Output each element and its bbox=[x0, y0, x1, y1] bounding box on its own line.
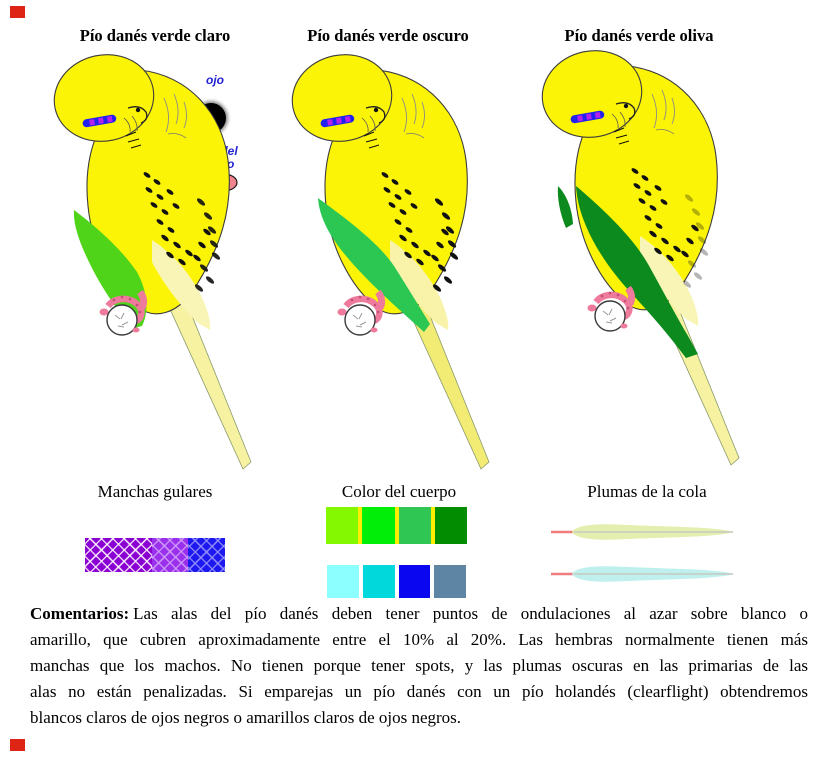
swatch-dark-green bbox=[434, 507, 467, 544]
red-placeholder-marker-top bbox=[10, 6, 25, 18]
comments-line: alas no están penalizadas. Si emparejas … bbox=[30, 682, 808, 701]
swatch-green bbox=[362, 507, 395, 544]
comments-paragraph: Comentarios: Las alas del pío danés deben… bbox=[30, 601, 808, 731]
title-dark-green: Pío danés verde oscuro bbox=[307, 26, 469, 45]
body-patch bbox=[318, 198, 430, 332]
section-title-gular-spots: Manchas gulares bbox=[97, 482, 213, 501]
comments-line: manchas que los machos. No tienen porque… bbox=[30, 656, 808, 675]
title-olive-green: Pío danés verde oliva bbox=[564, 26, 714, 45]
swatch-cyan bbox=[362, 565, 395, 598]
body-color-row-blues bbox=[327, 565, 466, 598]
tail-feather-blue bbox=[551, 566, 734, 582]
swatch-light-green bbox=[326, 507, 359, 544]
wing-panel bbox=[640, 236, 699, 326]
budgerigar-olive-green bbox=[540, 46, 740, 466]
gular-segment-violet bbox=[152, 538, 188, 572]
gular-spots-swatch bbox=[85, 538, 225, 572]
title-light-green: Pío danés verde claro bbox=[79, 26, 231, 45]
section-title-body-color: Color del cuerpo bbox=[341, 482, 457, 501]
section-title-tail-feathers: Plumas de la cola bbox=[587, 482, 707, 501]
body-color-row-greens bbox=[326, 507, 467, 544]
bird-body bbox=[52, 50, 230, 315]
red-placeholder-marker-bottom bbox=[10, 739, 25, 751]
swatch-pale-cyan bbox=[327, 565, 359, 598]
gular-segment-blue bbox=[188, 538, 225, 572]
tail-feather-green bbox=[551, 524, 734, 540]
swatch-blue bbox=[398, 565, 431, 598]
body-patch bbox=[557, 186, 698, 358]
swatch-slate bbox=[434, 565, 466, 598]
budgerigar-dark-green bbox=[290, 50, 490, 470]
gular-segment-purple bbox=[85, 538, 152, 572]
comments-line: amarillo, que cubren aproximadamente ent… bbox=[30, 630, 808, 649]
budgerigar-light-green bbox=[52, 50, 252, 470]
swatch-medium-green bbox=[398, 507, 431, 544]
wing-panel bbox=[390, 240, 449, 330]
comments-line: Comentarios: Las alas del pío danés deben… bbox=[30, 604, 808, 623]
eye-label: ojo bbox=[206, 73, 224, 87]
wing-panel bbox=[152, 240, 211, 330]
comments-line: blancos claros de ojos negros o amarillo… bbox=[30, 708, 462, 727]
comments-label: Comentarios: bbox=[30, 604, 130, 623]
